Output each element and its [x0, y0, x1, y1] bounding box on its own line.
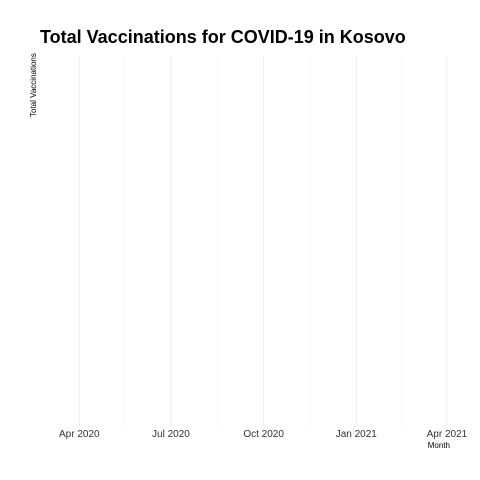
chart-title: Total Vaccinations for COVID-19 in Kosov…: [40, 27, 406, 47]
x-axis-label: Month: [428, 441, 450, 450]
x-tick-label: Apr 2021: [427, 429, 468, 440]
x-axis-ticks: Apr 2020 Jul 2020 Oct 2020 Jan 2021 Apr 2021: [59, 429, 468, 440]
x-tick-label: Apr 2020: [59, 429, 100, 440]
plot-area: Apr 2020 Jul 2020 Oct 2020 Jan 2021 Apr 2021: [59, 56, 468, 440]
major-gridlines: [78, 56, 448, 426]
minor-gridlines: [124, 56, 402, 426]
y-axis-label: Total Vaccinations: [29, 53, 38, 117]
x-tick-label: Jan 2021: [336, 429, 378, 440]
x-tick-label: Oct 2020: [243, 429, 284, 440]
x-tick-label: Jul 2020: [152, 429, 190, 440]
